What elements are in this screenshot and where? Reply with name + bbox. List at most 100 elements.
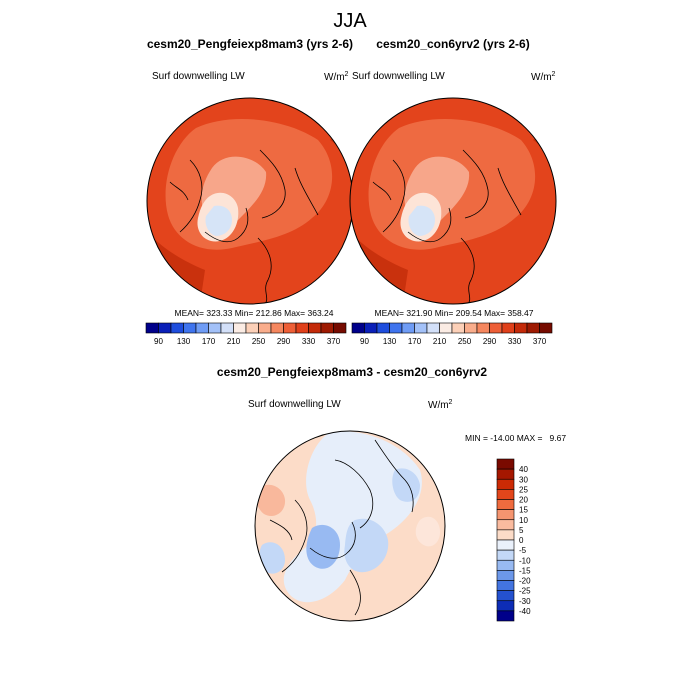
panel-a-colorbar-swatch	[320, 322, 334, 334]
panel-a-colorbar-swatch	[270, 322, 284, 334]
panel-b-colorbar-tick-label: 170	[408, 337, 422, 346]
panel-b-colorbar: 90 130 170 210 250 290 330 370	[351, 322, 553, 346]
panel-b-colorbar-swatch	[376, 322, 390, 334]
panel-b-colorbar-swatch	[514, 322, 528, 334]
panel-a-colorbar-swatch	[208, 322, 222, 334]
panel-c-colorbar-swatch	[496, 600, 515, 612]
panel-c-colorbar-tick-label: 20	[519, 496, 528, 505]
panel-b-colorbar-swatch	[389, 322, 403, 334]
panel-a-colorbar-swatch	[295, 322, 309, 334]
panel-a-colorbar-swatch	[258, 322, 272, 334]
panel-b-colorbar-tick-label: 370	[533, 337, 547, 346]
panel-a-colorbar-swatch	[170, 322, 184, 334]
panel-b-units: W/m2	[531, 71, 556, 83]
panel-b-colorbar-swatch	[426, 322, 440, 334]
panel-b-colorbar-swatch	[364, 322, 378, 334]
panel-b-map	[350, 98, 556, 304]
panel-c-colorbar-swatch	[496, 468, 515, 480]
panel-b-colorbar-tick-label: 250	[458, 337, 472, 346]
panel-b-colorbar-tick-label: 130	[383, 337, 397, 346]
panel-b-colorbar-tick-label: 210	[433, 337, 447, 346]
panel-b-title: cesm20_con6yrv2 (yrs 2-6)	[376, 37, 529, 51]
panel-c-colorbar-swatch	[496, 489, 515, 500]
panel-a-colorbar-tick-label: 330	[302, 337, 316, 346]
panel-a-colorbar-tick-label: 90	[154, 337, 163, 346]
panel-c-colorbar-swatch	[496, 499, 515, 510]
panel-b-colorbar-tick-label: 290	[483, 337, 497, 346]
panel-a-colorbar-swatch	[283, 322, 297, 334]
panel-a-colorbar-tick-label: 170	[202, 337, 216, 346]
panel-c-colorbar-swatch	[496, 478, 515, 490]
panel-b: cesm20_con6yrv2 (yrs 2-6) Surf downwelli…	[349, 37, 557, 318]
panel-a-colorbar-tick-label: 290	[277, 337, 291, 346]
panel-b-colorbar-swatch	[539, 322, 553, 334]
panel-a-map	[147, 98, 353, 304]
panel-c-colorbar-tick-label: -40	[519, 607, 531, 616]
panel-a-colorbar-swatch	[220, 322, 234, 334]
panel-c-colorbar-tick-label: 25	[519, 485, 528, 494]
panel-a: cesm20_Pengfeiexp8mam3 (yrs 2-6) Surf do…	[146, 37, 354, 318]
panel-c-colorbar-swatch	[496, 519, 515, 531]
panel-a-colorbar-swatch	[333, 322, 347, 334]
panel-b-variable-label: Surf downwelling LW	[352, 71, 445, 82]
panel-c-colorbar-swatch	[496, 559, 515, 571]
panel-a-colorbar-swatch	[195, 322, 209, 334]
panel-a-colorbar-swatch	[145, 322, 159, 334]
panel-c-map	[255, 431, 445, 621]
panel-a-title: cesm20_Pengfeiexp8mam3 (yrs 2-6)	[147, 37, 353, 51]
panel-c-colorbar-tick-label: 5	[519, 526, 524, 535]
panel-c-colorbar-swatch	[496, 529, 515, 541]
panel-c-colorbar-tick-label: 0	[519, 536, 524, 545]
panel-a-colorbar-swatch	[245, 322, 259, 334]
panel-c-colorbar-swatch	[496, 539, 515, 551]
panel-b-colorbar-swatch	[451, 322, 465, 334]
panel-a-colorbar-tick-label: 210	[227, 337, 241, 346]
panel-c-colorbar-tick-label: -15	[519, 566, 531, 575]
panel-c-colorbar-tick-label: -10	[519, 556, 531, 565]
panel-c-colorbar-swatch	[496, 458, 515, 470]
panel-a-colorbar: 90 130 170 210 250 290 330 370	[145, 322, 347, 346]
figure-title: JJA	[333, 10, 367, 32]
panel-b-colorbar-swatch	[439, 322, 453, 334]
panel-c-colorbar-tick-label: 15	[519, 506, 528, 515]
panel-b-colorbar-tick-label: 330	[508, 337, 522, 346]
panel-c-colorbar-swatch	[496, 580, 515, 591]
panel-b-colorbar-swatch	[476, 322, 490, 334]
panel-a-units: W/m2	[324, 71, 349, 83]
panel-a-colorbar-tick-label: 370	[327, 337, 341, 346]
panel-b-colorbar-swatch	[464, 322, 478, 334]
panel-c-colorbar-swatch	[496, 610, 515, 622]
panel-c-colorbar-tick-label: -30	[519, 597, 531, 606]
panel-a-colorbar-tick-label: 130	[177, 337, 191, 346]
panel-c-units: W/m2	[428, 399, 453, 411]
panel-c-colorbar-swatch	[496, 590, 515, 602]
panel-c-colorbar-tick-label: 40	[519, 465, 528, 474]
panel-b-colorbar-swatch	[526, 322, 540, 334]
panel-a-variable-label: Surf downwelling LW	[152, 71, 245, 82]
panel-b-stats: MEAN= 321.90 Min= 209.54 Max= 358.47	[374, 308, 533, 318]
panel-c: cesm20_Pengfeiexp8mam3 - cesm20_con6yrv2…	[217, 365, 566, 622]
panel-b-colorbar-swatch	[501, 322, 515, 334]
panel-c-stats: MIN = -14.00 MAX = 9.67	[465, 433, 566, 443]
panel-a-stats: MEAN= 323.33 Min= 212.86 Max= 363.24	[174, 308, 333, 318]
panel-c-colorbar-tick-label: -5	[519, 546, 527, 555]
panel-c-colorbar-swatch	[496, 570, 515, 581]
panel-c-title: cesm20_Pengfeiexp8mam3 - cesm20_con6yrv2	[217, 365, 487, 379]
panel-b-colorbar-swatch	[401, 322, 415, 334]
panel-b-colorbar-tick-label: 90	[360, 337, 369, 346]
panel-a-colorbar-swatch	[233, 322, 247, 334]
panel-a-colorbar-swatch	[308, 322, 322, 334]
panel-c-colorbar-swatch	[496, 509, 515, 521]
panel-c-variable-label: Surf downwelling LW	[248, 399, 341, 410]
panel-c-colorbar-tick-label: -20	[519, 577, 531, 586]
panel-a-colorbar-swatch	[183, 322, 197, 334]
panel-a-colorbar-tick-label: 250	[252, 337, 266, 346]
panel-c-colorbar-tick-label: 10	[519, 516, 528, 525]
panel-c-colorbar-tick-label: 30	[519, 475, 528, 484]
panel-c-colorbar-tick-label: -25	[519, 587, 531, 596]
panel-b-colorbar-swatch	[351, 322, 365, 334]
panel-b-colorbar-swatch	[414, 322, 428, 334]
panel-b-colorbar-swatch	[489, 322, 503, 334]
